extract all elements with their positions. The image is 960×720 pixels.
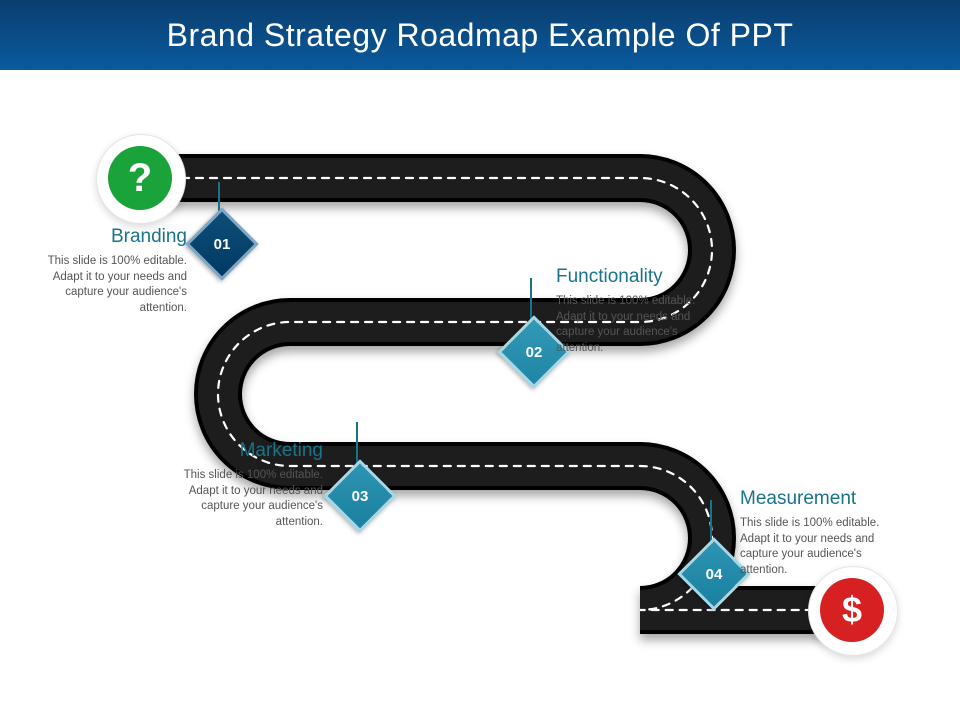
milestone-body: This slide is 100% editable. Adapt it to… xyxy=(158,468,323,530)
milestone-number: 04 xyxy=(691,551,737,597)
milestone-body: This slide is 100% editable. Adapt it to… xyxy=(740,516,905,578)
slide-title: Brand Strategy Roadmap Example Of PPT xyxy=(167,17,794,53)
milestone-body: This slide is 100% editable. Adapt it to… xyxy=(556,294,721,356)
roadmap-canvas: ? $ 01 Branding This slide is 100% editabl… xyxy=(0,70,960,720)
milestone-number: 02 xyxy=(511,329,557,375)
question-icon: ? xyxy=(128,156,152,201)
milestone-number: 03 xyxy=(337,473,383,519)
end-circle-icon: $ xyxy=(820,578,884,642)
milestone-heading: Measurement xyxy=(740,488,905,510)
start-circle-icon: ? xyxy=(108,146,172,210)
milestone-heading: Branding xyxy=(22,226,187,248)
title-bar: Brand Strategy Roadmap Example Of PPT xyxy=(0,0,960,70)
milestone-block-measurement: Measurement This slide is 100% editable. … xyxy=(740,488,905,578)
milestone-body: This slide is 100% editable. Adapt it to… xyxy=(22,254,187,316)
milestone-block-branding: Branding This slide is 100% editable. Ada… xyxy=(22,226,187,316)
dollar-icon: $ xyxy=(842,589,862,631)
milestone-heading: Marketing xyxy=(158,440,323,462)
milestone-heading: Functionality xyxy=(556,266,721,288)
milestone-block-functionality: Functionality This slide is 100% editable… xyxy=(556,266,721,356)
milestone-block-marketing: Marketing This slide is 100% editable. Ad… xyxy=(158,440,323,530)
milestone-number: 01 xyxy=(199,221,245,267)
